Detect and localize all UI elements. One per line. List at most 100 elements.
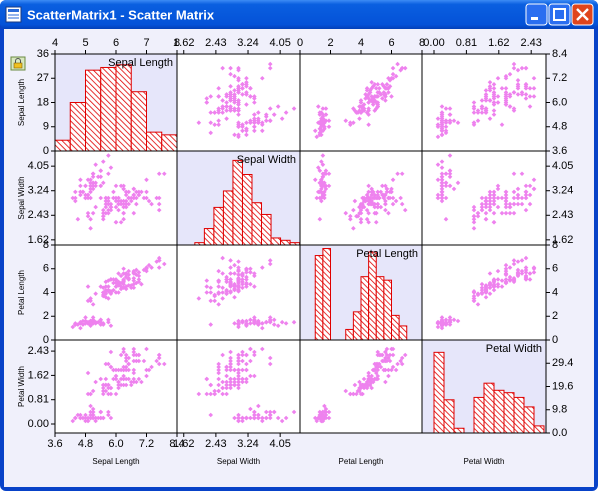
point bbox=[108, 391, 114, 397]
point bbox=[228, 364, 233, 370]
point bbox=[319, 195, 324, 201]
point bbox=[216, 382, 221, 388]
point bbox=[136, 277, 142, 282]
point bbox=[236, 385, 241, 391]
point bbox=[499, 195, 505, 201]
point bbox=[240, 352, 245, 358]
point bbox=[393, 73, 399, 79]
point bbox=[248, 321, 253, 326]
tick-label: 0.00 bbox=[28, 418, 49, 430]
point bbox=[116, 198, 121, 204]
scatter-points bbox=[70, 255, 167, 331]
point bbox=[236, 277, 241, 282]
point bbox=[515, 82, 521, 87]
point bbox=[131, 210, 137, 216]
point bbox=[216, 364, 221, 370]
point bbox=[113, 195, 119, 201]
point bbox=[515, 77, 521, 83]
point bbox=[483, 294, 489, 300]
point bbox=[216, 376, 221, 382]
point bbox=[495, 277, 501, 282]
point bbox=[471, 216, 477, 222]
point bbox=[366, 183, 371, 189]
close-button[interactable] bbox=[571, 3, 594, 26]
point bbox=[208, 412, 214, 418]
histogram-bar bbox=[115, 64, 132, 152]
point bbox=[208, 130, 214, 136]
point bbox=[118, 382, 124, 388]
point bbox=[487, 204, 493, 210]
point bbox=[279, 418, 285, 424]
point bbox=[475, 110, 481, 115]
point bbox=[495, 204, 501, 210]
point bbox=[244, 284, 249, 289]
point bbox=[100, 290, 106, 295]
point bbox=[386, 90, 391, 95]
point bbox=[360, 201, 365, 207]
point bbox=[224, 385, 229, 391]
point bbox=[447, 106, 453, 111]
point bbox=[228, 265, 233, 270]
point bbox=[386, 195, 391, 201]
point bbox=[90, 406, 96, 412]
point bbox=[515, 259, 521, 264]
point bbox=[224, 382, 229, 388]
point bbox=[471, 106, 477, 111]
histogram-title: Sepal Length bbox=[108, 57, 173, 69]
point bbox=[366, 122, 371, 128]
point bbox=[240, 271, 245, 276]
point bbox=[487, 271, 493, 276]
point bbox=[216, 284, 221, 289]
point bbox=[503, 272, 509, 277]
point bbox=[108, 323, 114, 329]
point bbox=[387, 352, 393, 358]
point bbox=[483, 210, 489, 216]
point bbox=[383, 98, 388, 103]
point bbox=[503, 262, 509, 268]
point bbox=[73, 198, 78, 204]
lock-icon[interactable] bbox=[10, 56, 26, 71]
point bbox=[144, 195, 149, 201]
point bbox=[511, 258, 517, 263]
point bbox=[511, 61, 517, 67]
point bbox=[267, 412, 273, 418]
point bbox=[141, 358, 147, 364]
tick-label: 2.43 bbox=[552, 209, 573, 221]
point bbox=[320, 114, 326, 119]
point bbox=[439, 186, 445, 192]
point bbox=[439, 120, 445, 126]
maximize-button[interactable] bbox=[548, 3, 571, 26]
point bbox=[479, 287, 485, 293]
point bbox=[471, 219, 477, 225]
point bbox=[196, 391, 202, 397]
scatter-points bbox=[312, 61, 408, 140]
point bbox=[146, 367, 152, 373]
point bbox=[90, 315, 96, 320]
point bbox=[370, 367, 376, 373]
tick-label: 0 bbox=[43, 334, 49, 346]
point bbox=[352, 198, 358, 204]
point bbox=[220, 110, 225, 115]
point bbox=[88, 318, 93, 324]
point bbox=[208, 94, 214, 99]
point bbox=[439, 174, 445, 180]
point bbox=[383, 192, 388, 198]
point bbox=[113, 367, 119, 373]
point bbox=[443, 321, 449, 326]
point bbox=[439, 110, 445, 115]
point bbox=[248, 317, 253, 323]
point bbox=[380, 352, 385, 358]
point bbox=[240, 82, 245, 87]
point bbox=[240, 418, 245, 424]
point bbox=[100, 293, 106, 299]
point bbox=[144, 266, 149, 272]
point bbox=[523, 192, 529, 198]
point bbox=[317, 110, 323, 115]
point bbox=[126, 367, 132, 373]
point bbox=[116, 382, 121, 388]
point bbox=[136, 352, 142, 358]
point bbox=[491, 192, 497, 198]
point bbox=[80, 189, 86, 195]
minimize-button[interactable] bbox=[525, 3, 548, 26]
point bbox=[78, 192, 83, 198]
